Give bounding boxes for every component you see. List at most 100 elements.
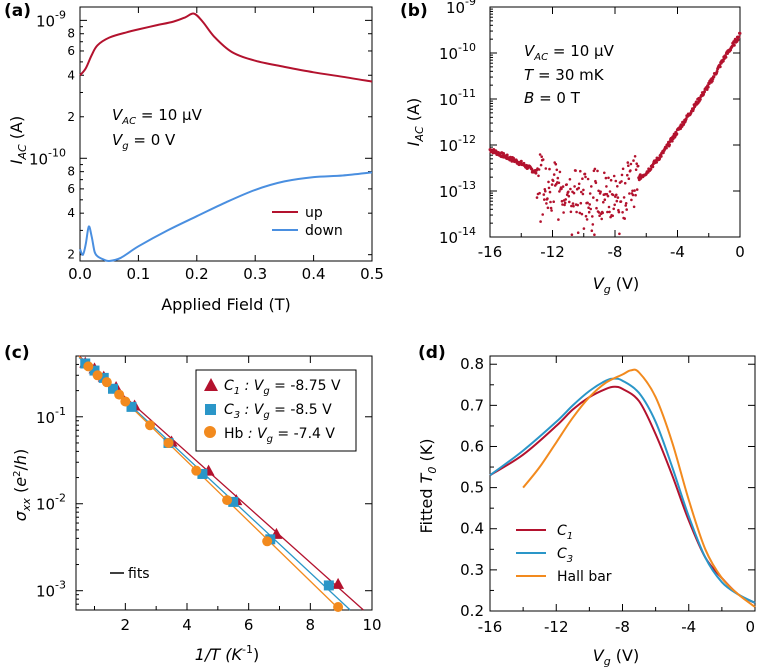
- data-point-b: [619, 200, 623, 203]
- data-point-b: [612, 207, 615, 211]
- data-point-b: [608, 190, 612, 193]
- data-point-b: [575, 210, 578, 214]
- x-tick-label-d: -4: [681, 618, 696, 636]
- x-tick-label-a: 0.1: [126, 265, 150, 283]
- x-axis-label-d: Vg (V): [593, 646, 639, 667]
- data-point-b: [544, 167, 548, 170]
- data-point-b: [607, 205, 611, 209]
- data-point-b: [626, 161, 630, 164]
- data-point-b: [561, 203, 564, 206]
- data-point-b: [535, 196, 539, 199]
- y-ticks-d: 0.2 0.3 0.4 0.5 0.6 0.7 0.8: [460, 355, 755, 620]
- data-point-b: [552, 173, 556, 176]
- data-point-b: [606, 210, 609, 214]
- data-point-b: [631, 193, 635, 197]
- data-point-hb: [83, 361, 94, 372]
- data-point-b: [502, 152, 506, 155]
- data-point-b: [594, 181, 598, 185]
- data-point-b: [698, 97, 702, 101]
- legend-marker-c1: [204, 378, 218, 391]
- data-point-b: [712, 75, 716, 79]
- data-point-b: [567, 194, 571, 198]
- data-point-b: [614, 179, 618, 183]
- data-point-c3: [126, 401, 137, 412]
- data-point-b: [703, 90, 706, 94]
- series-lines-a: [79, 12, 373, 263]
- data-point-b: [591, 223, 595, 226]
- data-point-c3: [323, 580, 334, 591]
- data-point-b: [582, 188, 585, 192]
- x-tick-label-a: 0.3: [243, 265, 267, 283]
- data-point-b: [569, 187, 572, 191]
- y-tick-label-b: 10-10: [439, 41, 476, 63]
- data-point-b: [555, 168, 559, 172]
- x-tick-label-b: -16: [478, 243, 503, 261]
- data-point-b: [724, 55, 728, 59]
- data-point-b: [534, 171, 538, 175]
- data-point-b: [615, 199, 619, 203]
- data-point-b: [549, 200, 552, 204]
- data-point-b: [545, 202, 548, 205]
- data-point-b: [589, 207, 592, 211]
- data-point-b: [580, 212, 584, 216]
- y-tick-label-c: 10-2: [36, 492, 66, 514]
- data-point-b: [635, 188, 639, 191]
- annotation-field-b: B = 0 T: [524, 89, 581, 107]
- data-point-b: [611, 193, 615, 197]
- series-line-down: [79, 171, 373, 263]
- data-point-b: [570, 204, 573, 208]
- x-ticks-c: 2 4 6 8 10: [94, 356, 382, 634]
- x-ticks-d: -16 -12 -8 -4 0: [478, 356, 756, 636]
- data-point-b: [571, 202, 575, 205]
- data-point-b: [718, 65, 722, 69]
- data-point-hb: [114, 389, 125, 400]
- legend-c: C1 : Vg = -8.75 V C3 : Vg = -8.5 V Hb : …: [195, 369, 357, 452]
- data-point-b: [568, 178, 572, 181]
- data-point-b: [634, 193, 637, 197]
- data-point-b: [595, 198, 599, 202]
- data-point-b: [597, 189, 600, 193]
- x-tick-label-c: 6: [244, 616, 254, 634]
- data-point-hb: [222, 495, 233, 506]
- data-point-b: [541, 213, 544, 216]
- x-tick-label-d: 0: [745, 618, 755, 636]
- data-point-b: [609, 178, 613, 182]
- data-point-b: [579, 169, 582, 173]
- data-point-b: [543, 198, 546, 201]
- data-point-b: [551, 179, 555, 183]
- data-point-b: [670, 139, 674, 143]
- data-point-b: [539, 163, 543, 167]
- data-point-hb: [163, 437, 174, 448]
- data-point-b: [580, 190, 583, 194]
- y-minor-label-a: 4: [67, 206, 75, 220]
- legend-label-c1: C1 : Vg = -8.75 V: [224, 378, 341, 397]
- data-point-c3: [197, 468, 208, 479]
- y-tick-label-d: 0.2: [460, 602, 484, 620]
- legend-label-d-c3: C3: [557, 546, 573, 565]
- data-point-b: [581, 177, 584, 180]
- data-point-b: [633, 155, 637, 158]
- data-point-b: [649, 167, 653, 171]
- data-point-b: [537, 174, 540, 178]
- data-point-b: [627, 177, 631, 180]
- x-tick-label-a: 0.2: [185, 265, 209, 283]
- data-point-b: [568, 200, 571, 204]
- y-tick-label-d: 0.5: [460, 479, 484, 497]
- data-point-b: [537, 168, 541, 171]
- data-point-b: [592, 196, 595, 199]
- data-point-b: [732, 43, 736, 47]
- data-point-b: [658, 157, 662, 161]
- data-point-b: [547, 180, 550, 184]
- data-point-b: [632, 159, 635, 162]
- x-axis-label-a: Applied Field (T): [161, 295, 291, 314]
- data-point-b: [623, 181, 627, 185]
- data-point-hb: [145, 420, 155, 431]
- data-point-b: [603, 171, 606, 175]
- data-point-b: [538, 191, 541, 195]
- y-minor-label-a: 6: [67, 182, 75, 196]
- data-point-b: [572, 191, 576, 195]
- data-point-hb: [333, 601, 344, 612]
- data-point-b: [558, 170, 562, 174]
- data-point-b: [705, 88, 709, 91]
- y-minor-label-a: 8: [67, 27, 75, 41]
